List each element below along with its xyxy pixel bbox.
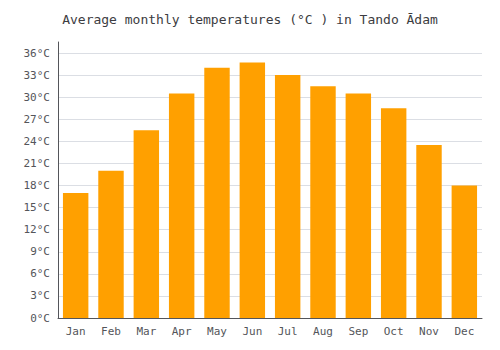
svg-text:Average monthly temperatures (: Average monthly temperatures (°C ) in Ta… [62,12,438,27]
svg-text:Apr: Apr [172,325,192,338]
svg-text:Feb: Feb [101,325,121,338]
svg-text:Jun: Jun [242,325,262,338]
svg-text:9°C: 9°C [30,245,50,258]
svg-text:18°C: 18°C [24,179,51,192]
svg-text:Nov: Nov [419,325,439,338]
svg-text:15°C: 15°C [24,201,51,214]
svg-text:Dec: Dec [454,325,474,338]
svg-text:6°C: 6°C [30,267,50,280]
svg-text:3°C: 3°C [30,289,50,302]
svg-text:36°C: 36°C [24,47,51,60]
svg-text:Sep: Sep [348,325,368,338]
svg-text:Jan: Jan [66,325,86,338]
svg-text:0°C: 0°C [30,312,50,325]
svg-text:Oct: Oct [384,325,404,338]
svg-text:12°C: 12°C [24,223,51,236]
svg-text:Mar: Mar [136,325,156,338]
svg-text:27°C: 27°C [24,113,51,126]
svg-text:May: May [207,325,227,338]
svg-text:Jul: Jul [278,325,298,338]
svg-text:Aug: Aug [313,325,333,338]
svg-text:21°C: 21°C [24,157,51,170]
svg-text:33°C: 33°C [24,69,51,82]
svg-text:30°C: 30°C [24,91,51,104]
svg-text:24°C: 24°C [24,135,51,148]
